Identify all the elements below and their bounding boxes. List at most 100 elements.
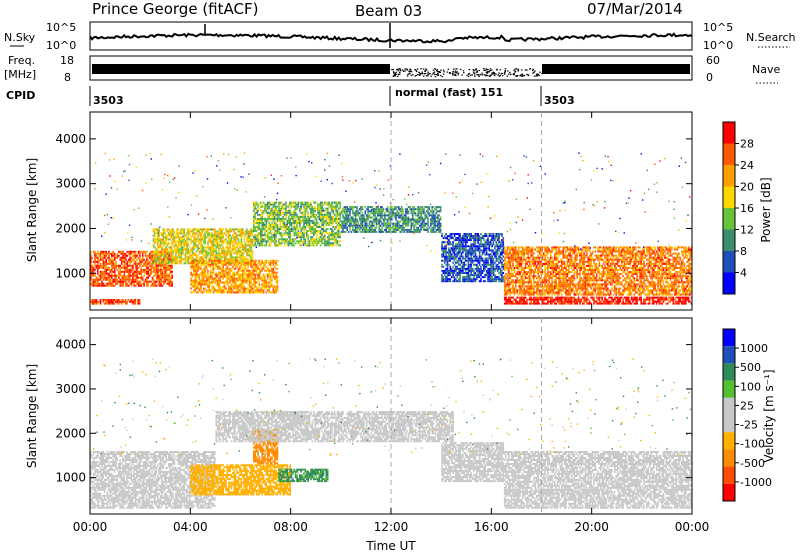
range-cell [363, 226, 365, 229]
range-cell [290, 238, 293, 241]
range-cell [292, 213, 294, 216]
range-cell [307, 242, 309, 245]
range-cell [290, 226, 293, 228]
range-cell [150, 266, 152, 269]
range-cell [222, 232, 224, 235]
range-cell [332, 234, 335, 237]
range-cell [258, 224, 261, 226]
range-cell [352, 224, 354, 227]
range-cell [442, 253, 445, 256]
range-cell [431, 208, 433, 211]
range-cell [315, 242, 318, 245]
range-cell [208, 291, 210, 294]
range-cell [328, 240, 330, 243]
range-cell [180, 256, 183, 259]
freq-sample-mark [394, 73, 396, 75]
range-cell [311, 222, 314, 224]
range-cell [265, 222, 268, 224]
freq-sample-mark [416, 68, 419, 70]
range-cell [271, 224, 273, 226]
range-cell [368, 216, 371, 219]
range-cell [197, 285, 199, 288]
range-cell [127, 272, 130, 275]
range-cell [448, 263, 450, 266]
range-cell [212, 265, 215, 268]
range-cell [467, 269, 470, 272]
range-cell [326, 217, 329, 220]
range-cell [311, 242, 314, 245]
range-cell [241, 256, 244, 259]
range-cell [195, 230, 198, 233]
range-cell [175, 260, 177, 263]
range-cell [430, 220, 432, 223]
range-cell [244, 259, 247, 262]
range-cell [255, 289, 258, 292]
range-cell [418, 212, 421, 215]
range-cell [304, 207, 307, 210]
range-cell [247, 279, 250, 282]
range-cell [306, 209, 308, 212]
range-cell [229, 269, 231, 272]
freq-sample-mark [461, 74, 463, 76]
range-cell [226, 267, 229, 270]
range-cell [395, 216, 397, 219]
range-cell [234, 291, 237, 294]
range-cell [322, 217, 325, 220]
range-cell [253, 209, 255, 212]
range-cell [251, 228, 254, 231]
range-cell [146, 256, 148, 259]
freq-sample-mark [516, 75, 518, 77]
range-cell [99, 282, 102, 285]
range-cell [286, 211, 289, 214]
range-cell [198, 265, 201, 268]
freq-sample-mark [473, 72, 475, 74]
range-cell [191, 252, 194, 255]
range-cell [303, 213, 305, 216]
range-cell [241, 232, 244, 235]
range-cell [250, 263, 252, 266]
range-cell [195, 258, 198, 261]
range-cell [459, 280, 461, 283]
range-cell [285, 211, 287, 214]
range-cell [371, 226, 374, 229]
range-cell [207, 246, 209, 249]
range-cell [273, 289, 276, 292]
range-cell [289, 240, 291, 243]
range-cell [165, 264, 168, 267]
range-cell [262, 261, 265, 264]
range-cell [464, 263, 467, 266]
range-cell [285, 213, 287, 216]
range-cell [432, 220, 435, 223]
range-cell [335, 213, 337, 216]
range-cell [219, 258, 222, 261]
range-cell [207, 291, 209, 294]
range-cell [239, 285, 241, 288]
range-cell [191, 263, 194, 266]
range-cell [169, 260, 171, 263]
range-cell [194, 254, 197, 257]
range-cell [253, 219, 255, 222]
range-cell [112, 264, 114, 267]
range-cell [198, 240, 201, 243]
range-cell [246, 273, 248, 276]
range-cell [452, 237, 454, 240]
freq-sample-mark [539, 71, 541, 73]
range-cell [455, 280, 457, 283]
range-cell [141, 278, 144, 281]
range-cell [126, 266, 129, 269]
range-cell [466, 267, 468, 270]
range-cell [446, 259, 449, 262]
range-cell [410, 212, 413, 215]
range-cell [109, 300, 112, 303]
range-cell [193, 259, 195, 262]
range-cell [417, 228, 420, 231]
range-cell [184, 244, 187, 247]
range-cell [129, 256, 131, 259]
range-cell [162, 250, 165, 253]
range-cell [304, 238, 307, 241]
range-cell [219, 279, 222, 282]
range-cell [212, 228, 215, 231]
range-cell [450, 267, 453, 270]
range-cell [290, 242, 293, 245]
freq-sample-mark [520, 69, 523, 71]
